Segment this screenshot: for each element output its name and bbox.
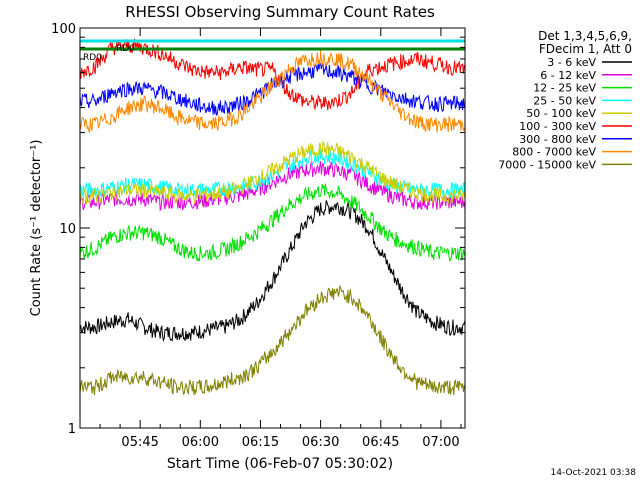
x-tick-label-5: 06:45 — [362, 435, 399, 450]
series-line-8 — [79, 49, 466, 134]
x-tick-label-6: 07:00 — [422, 435, 459, 450]
render-timestamp: 14-Oct-2021 03:38 — [551, 468, 637, 478]
series-line-4 — [79, 148, 466, 200]
series-line-3 — [79, 183, 466, 262]
y-axis-ticks: 1 10 100 — [51, 22, 465, 437]
series-line-5 — [79, 140, 466, 206]
status-bar-label-1: RD0 — [116, 44, 135, 54]
y-tick-label-2: 10 — [59, 222, 76, 237]
x-tick-label-1: 05:45 — [121, 435, 158, 450]
y-axis-label: Count Rate (s⁻¹ detector⁻¹) — [29, 140, 44, 317]
status-bars: RD0 RD0 — [80, 39, 465, 63]
chart-title: RHESSI Observing Summary Count Rates — [125, 3, 435, 21]
x-tick-label-3: 06:15 — [242, 435, 279, 450]
x-axis-label: Start Time (06-Feb-07 05:30:02) — [167, 456, 393, 472]
series-line-2 — [79, 160, 466, 212]
legend-header-line-2: FDecim 1, Att 0 — [539, 42, 632, 56]
series-line-1 — [79, 200, 466, 343]
legend-label-9: 7000 - 15000 keV — [498, 158, 596, 171]
legend-label-8: 800 - 7000 keV — [512, 146, 596, 159]
legend-label-5: 50 - 100 keV — [526, 107, 596, 120]
y-tick-label-3: 100 — [51, 22, 76, 37]
legend-label-1: 3 - 6 keV — [547, 56, 596, 69]
legend-label-7: 300 - 800 keV — [519, 133, 596, 146]
legend-label-6: 100 - 300 keV — [519, 120, 596, 133]
series-line-6 — [79, 38, 466, 111]
series-line-9 — [79, 284, 466, 396]
legend-label-3: 12 - 25 keV — [533, 82, 596, 95]
series-layer — [79, 38, 466, 396]
x-axis-ticks: 05:45 06:00 06:15 06:30 06:45 07:00 — [99, 28, 462, 450]
x-tick-label-4: 06:30 — [302, 435, 339, 450]
legend: Det 1,3,4,5,6,9, FDecim 1, Att 0 3 - 6 k… — [498, 29, 632, 171]
y-tick-label-1: 1 — [68, 422, 76, 437]
legend-label-2: 6 - 12 keV — [540, 69, 596, 82]
legend-header-line-1: Det 1,3,4,5,6,9, — [538, 29, 632, 43]
x-tick-label-2: 06:00 — [182, 435, 219, 450]
plot-area — [80, 28, 465, 428]
legend-label-4: 25 - 50 keV — [533, 94, 596, 107]
status-bar-label-2: RD0 — [83, 53, 102, 63]
